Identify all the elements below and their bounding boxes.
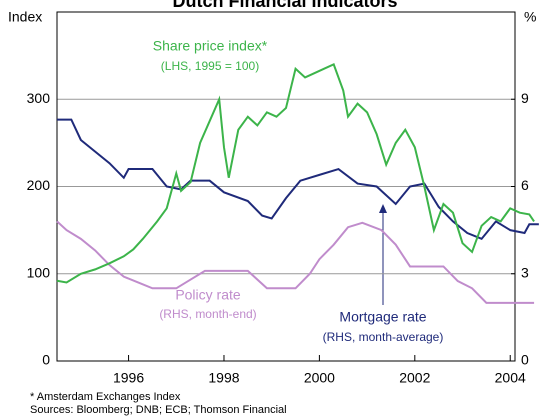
annotation: (RHS, month-end)	[159, 307, 256, 321]
series-label: Mortgage rate	[339, 309, 426, 325]
series-line	[56, 62, 535, 284]
footnote: * Amsterdam Exchanges Index	[30, 391, 181, 403]
y2-axis-label: %	[524, 9, 536, 25]
footnote: Sources: Bloomberg; DNB; ECB; Thomson Fi…	[30, 404, 287, 416]
y-tick-label: 0	[42, 352, 50, 368]
y2-tick-label: 0	[521, 352, 529, 368]
annotation: (RHS, month-average)	[323, 330, 444, 344]
y-tick-label: 300	[27, 90, 51, 106]
arrow-head	[379, 204, 387, 213]
y2-tick-label: 6	[521, 177, 529, 193]
chart-title: Dutch Financial Indicators	[172, 0, 397, 11]
y-tick-label: 200	[27, 177, 51, 193]
y-tick-label: 100	[27, 264, 51, 280]
x-tick-label: 1998	[208, 370, 239, 386]
x-tick-label: 2004	[495, 370, 526, 386]
x-tick-label: 2002	[399, 370, 430, 386]
series-line	[57, 118, 539, 241]
series-label: Share price index*	[153, 38, 268, 54]
y2-tick-label: 9	[521, 90, 529, 106]
annotation: (LHS, 1995 = 100)	[161, 59, 259, 73]
y-axis-label: Index	[8, 9, 42, 25]
y2-tick-label: 3	[521, 264, 529, 280]
series-line	[56, 220, 535, 304]
series-label: Policy rate	[175, 287, 241, 303]
x-tick-label: 2000	[304, 370, 335, 386]
plot-frame	[56, 11, 516, 362]
x-tick-label: 1996	[113, 370, 144, 386]
